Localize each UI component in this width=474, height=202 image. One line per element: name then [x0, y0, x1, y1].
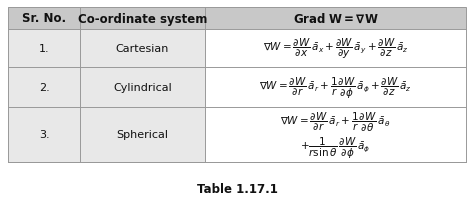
Bar	[8, 68, 80, 107]
Text: $\nabla W = \dfrac{\partial W}{\partial x}\,\bar{a}_x + \dfrac{\partial W}{\part: $\nabla W = \dfrac{\partial W}{\partial …	[263, 37, 409, 61]
Text: $\nabla W = \dfrac{\partial W}{\partial r}\,\bar{a}_r + \dfrac{1}{r}\dfrac{\part: $\nabla W = \dfrac{\partial W}{\partial …	[259, 75, 412, 100]
Text: Cylindrical: Cylindrical	[113, 83, 172, 93]
Bar	[80, 30, 205, 68]
Text: Table 1.17.1: Table 1.17.1	[197, 183, 277, 196]
Text: 1.: 1.	[39, 44, 49, 54]
Text: Co-ordinate system: Co-ordinate system	[78, 13, 207, 25]
Text: $\nabla W = \dfrac{\partial W}{\partial r}\,\bar{a}_r + \dfrac{1}{r}\dfrac{\part: $\nabla W = \dfrac{\partial W}{\partial …	[280, 110, 391, 134]
Bar	[205, 30, 466, 68]
Text: 3.: 3.	[39, 130, 49, 140]
Text: Cartesian: Cartesian	[116, 44, 169, 54]
Bar	[80, 107, 205, 162]
Bar	[80, 68, 205, 107]
Text: 2.: 2.	[38, 83, 49, 93]
Bar	[8, 107, 80, 162]
Text: Sr. No.: Sr. No.	[22, 13, 66, 25]
Bar	[8, 8, 466, 162]
Text: $\mathbf{Grad\ W = \nabla W}$: $\mathbf{Grad\ W = \nabla W}$	[292, 12, 378, 25]
Text: $+ \dfrac{1}{r\sin\theta}\,\dfrac{\partial W}{\partial \phi}\,\bar{a}_{\phi}$: $+ \dfrac{1}{r\sin\theta}\,\dfrac{\parti…	[300, 135, 371, 160]
Bar	[205, 68, 466, 107]
Text: Spherical: Spherical	[117, 130, 168, 140]
Bar	[80, 8, 205, 30]
Bar	[8, 30, 80, 68]
Bar	[8, 8, 80, 30]
Bar	[205, 107, 466, 162]
Bar	[205, 8, 466, 30]
